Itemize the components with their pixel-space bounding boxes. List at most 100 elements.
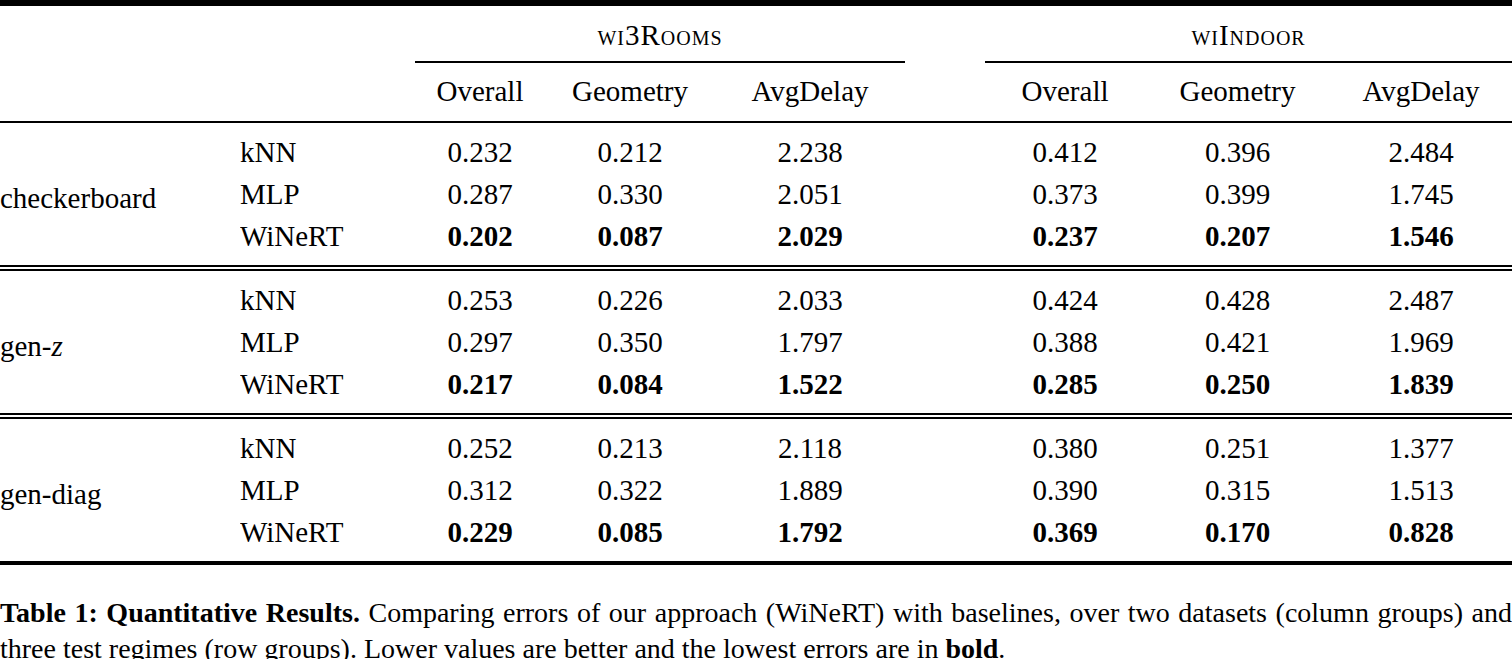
gap-cell: [905, 270, 985, 321]
value-cell: 0.412: [985, 122, 1145, 173]
gap-cell: [905, 173, 985, 215]
value-cell: 1.889: [715, 469, 905, 511]
blank-cell: [0, 62, 240, 122]
table-row: checkerboard kNN 0.232 0.212 2.238 0.412…: [0, 122, 1512, 173]
row-group-label-italic: z: [52, 330, 63, 362]
header-overall-2: Overall: [985, 62, 1145, 122]
value-cell: 0.424: [985, 270, 1145, 321]
table-row: gen-diag kNN 0.252 0.213 2.118 0.380 0.2…: [0, 418, 1512, 469]
method-label: WiNeRT: [240, 363, 415, 414]
gap-cell: [905, 321, 985, 363]
method-label: MLP: [240, 469, 415, 511]
row-group-label-checkerboard: checkerboard: [0, 122, 240, 266]
value-cell: 0.226: [545, 270, 715, 321]
value-cell: 0.369: [985, 511, 1145, 563]
gap-cell: [905, 363, 985, 414]
quantitative-results-table: wi3Rooms wiIndoor Overall Geometry AvgDe…: [0, 0, 1512, 565]
value-cell: 2.238: [715, 122, 905, 173]
table-caption: Table 1: Quantitative Results. Comparing…: [0, 595, 1512, 659]
value-cell: 1.546: [1330, 215, 1512, 266]
value-cell: 2.033: [715, 270, 905, 321]
value-cell: 0.217: [415, 363, 545, 414]
value-cell: 0.251: [1145, 418, 1330, 469]
method-label: kNN: [240, 418, 415, 469]
gap-cell: [905, 511, 985, 563]
value-cell: 2.029: [715, 215, 905, 266]
gap-cell: [905, 469, 985, 511]
gap-cell: [905, 418, 985, 469]
value-cell: 2.487: [1330, 270, 1512, 321]
value-cell: 1.377: [1330, 418, 1512, 469]
value-cell: 0.285: [985, 363, 1145, 414]
column-group-gap: [905, 3, 985, 62]
value-cell: 0.390: [985, 469, 1145, 511]
row-group-label-gen-z: gen-z: [0, 270, 240, 414]
value-cell: 0.232: [415, 122, 545, 173]
value-cell: 1.797: [715, 321, 905, 363]
value-cell: 0.212: [545, 122, 715, 173]
table-row: gen-z kNN 0.253 0.226 2.033 0.424 0.428 …: [0, 270, 1512, 321]
value-cell: 1.513: [1330, 469, 1512, 511]
value-cell: 0.380: [985, 418, 1145, 469]
method-label: WiNeRT: [240, 511, 415, 563]
header-avgdelay-2: AvgDelay: [1330, 62, 1512, 122]
method-label: MLP: [240, 321, 415, 363]
column-group-wi3rooms: wi3Rooms: [415, 3, 905, 62]
header-avgdelay-1: AvgDelay: [715, 62, 905, 122]
value-cell: 1.792: [715, 511, 905, 563]
value-cell: 0.315: [1145, 469, 1330, 511]
column-group-wiindoor: wiIndoor: [985, 3, 1512, 62]
method-label: WiNeRT: [240, 215, 415, 266]
row-group-label-text: checkerboard: [0, 182, 156, 214]
caption-title: Table 1: Quantitative Results.: [0, 597, 360, 628]
value-cell: 0.084: [545, 363, 715, 414]
row-group-label-text: gen-: [0, 330, 52, 362]
value-cell: 0.087: [545, 215, 715, 266]
value-cell: 0.207: [1145, 215, 1330, 266]
value-cell: 1.522: [715, 363, 905, 414]
paper-table-figure: wi3Rooms wiIndoor Overall Geometry AvgDe…: [0, 0, 1512, 659]
method-label: kNN: [240, 122, 415, 173]
header-geometry-1: Geometry: [545, 62, 715, 122]
header-geometry-2: Geometry: [1145, 62, 1330, 122]
column-group-header-row: wi3Rooms wiIndoor: [0, 3, 1512, 62]
value-cell: 2.051: [715, 173, 905, 215]
value-cell: 2.484: [1330, 122, 1512, 173]
value-cell: 0.828: [1330, 511, 1512, 563]
header-overall-1: Overall: [415, 62, 545, 122]
value-cell: 0.237: [985, 215, 1145, 266]
value-cell: 1.745: [1330, 173, 1512, 215]
metric-header-row: Overall Geometry AvgDelay Overall Geomet…: [0, 62, 1512, 122]
method-label: kNN: [240, 270, 415, 321]
value-cell: 0.253: [415, 270, 545, 321]
value-cell: 0.252: [415, 418, 545, 469]
value-cell: 0.396: [1145, 122, 1330, 173]
value-cell: 0.322: [545, 469, 715, 511]
value-cell: 1.969: [1330, 321, 1512, 363]
value-cell: 0.287: [415, 173, 545, 215]
value-cell: 0.229: [415, 511, 545, 563]
value-cell: 0.373: [985, 173, 1145, 215]
caption-period: .: [998, 633, 1005, 659]
value-cell: 0.213: [545, 418, 715, 469]
value-cell: 0.085: [545, 511, 715, 563]
value-cell: 0.297: [415, 321, 545, 363]
value-cell: 0.421: [1145, 321, 1330, 363]
blank-cell: [240, 62, 415, 122]
gap-cell: [905, 215, 985, 266]
corner-blank: [240, 3, 415, 62]
value-cell: 0.202: [415, 215, 545, 266]
value-cell: 0.428: [1145, 270, 1330, 321]
value-cell: 0.388: [985, 321, 1145, 363]
value-cell: 0.170: [1145, 511, 1330, 563]
row-group-label-text: gen-diag: [0, 478, 101, 510]
gap-cell: [905, 122, 985, 173]
blank-cell: [905, 62, 985, 122]
value-cell: 0.250: [1145, 363, 1330, 414]
method-label: MLP: [240, 173, 415, 215]
caption-bold-word: bold: [945, 633, 998, 659]
value-cell: 0.330: [545, 173, 715, 215]
row-group-label-gen-diag: gen-diag: [0, 418, 240, 563]
value-cell: 0.350: [545, 321, 715, 363]
value-cell: 0.312: [415, 469, 545, 511]
